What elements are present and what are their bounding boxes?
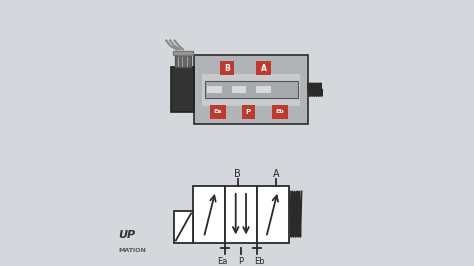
- Text: P: P: [238, 257, 244, 266]
- Text: B: B: [225, 64, 230, 73]
- Text: Ea: Ea: [217, 257, 228, 266]
- Bar: [202, 73, 300, 106]
- Bar: [257, 186, 289, 243]
- Text: Ea: Ea: [214, 110, 222, 114]
- Bar: [194, 56, 308, 124]
- Text: Eb: Eb: [254, 257, 264, 266]
- Text: A: A: [261, 64, 266, 73]
- Bar: [225, 186, 257, 243]
- Bar: [220, 61, 235, 75]
- Bar: [171, 67, 194, 112]
- Text: P: P: [246, 109, 251, 115]
- Bar: [174, 211, 193, 243]
- Bar: [232, 86, 246, 93]
- Text: UP: UP: [118, 230, 136, 240]
- Bar: [205, 81, 298, 98]
- Text: B: B: [234, 169, 241, 179]
- Bar: [173, 51, 192, 56]
- Bar: [207, 86, 221, 93]
- Bar: [175, 56, 191, 67]
- Text: MATION: MATION: [118, 248, 146, 253]
- Bar: [272, 105, 288, 119]
- Bar: [256, 86, 271, 93]
- Text: A: A: [273, 169, 279, 179]
- Bar: [210, 105, 226, 119]
- Bar: [256, 61, 271, 75]
- Bar: [242, 105, 255, 119]
- Text: Eb: Eb: [275, 110, 284, 114]
- Bar: [193, 186, 225, 243]
